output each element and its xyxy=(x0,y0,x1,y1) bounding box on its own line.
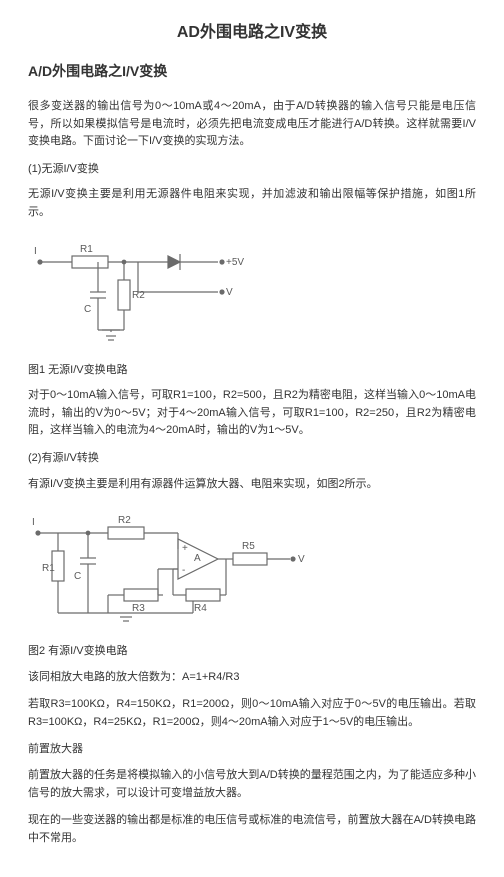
section-3-p1: 前置放大器的任务是将模拟输入的小信号放大到A/D转换的量程范围之内，为了能适应多… xyxy=(28,767,476,802)
page-title: AD外围电路之IV变换 xyxy=(28,20,476,46)
section-2-p1: 有源I/V变换主要是利用有源器件运算放大器、电阻来实现，如图2所示。 xyxy=(28,476,476,494)
section-2-head: (2)有源I/V转换 xyxy=(28,450,476,468)
fig2-label-R4: R4 xyxy=(194,603,207,614)
section-2-p2: 该同相放大电路的放大倍数为：A=1+R4/R3 xyxy=(28,669,476,687)
fig1-label-V: V xyxy=(226,287,233,298)
fig2-label-V: V xyxy=(298,554,305,565)
section-2-p3: 若取R3=100KΩ，R4=150KΩ，R1=200Ω，则0～10mA输入对应于… xyxy=(28,696,476,731)
svg-text:-: - xyxy=(182,565,185,576)
fig2-label-R5: R5 xyxy=(242,541,255,552)
page-subtitle: A/D外围电路之I/V变换 xyxy=(28,60,476,82)
intro-paragraph: 很多变送器的输出信号为0～10mA或4～20mA，由于A/D转换器的输入信号只能… xyxy=(28,98,476,151)
figure-1-caption: 图1 无源I/V变换电路 xyxy=(28,362,476,380)
section-1-head: (1)无源I/V变换 xyxy=(28,161,476,179)
figure-2: + - I R1 C R2 R3 R4 R5 A V xyxy=(28,503,476,633)
fig2-label-R1: R1 xyxy=(42,563,55,574)
fig2-label-R3: R3 xyxy=(132,603,145,614)
fig1-label-I: I xyxy=(34,246,37,257)
fig1-label-R1: R1 xyxy=(80,244,93,255)
svg-text:+: + xyxy=(182,543,188,554)
section-1-p2: 对于0～10mA输入信号，可取R1=100，R2=500，且R2为精密电阻，这样… xyxy=(28,387,476,440)
section-1-p1: 无源I/V变换主要是利用无源器件电阻来实现，并加滤波和输出限幅等保护措施，如图1… xyxy=(28,186,476,221)
fig2-label-R2: R2 xyxy=(118,515,131,526)
fig2-label-A: A xyxy=(194,553,201,564)
figure-2-caption: 图2 有源I/V变换电路 xyxy=(28,643,476,661)
figure-1: I R1 C R2 +5V V xyxy=(28,232,476,352)
fig1-label-C: C xyxy=(84,304,91,315)
section-3-head: 前置放大器 xyxy=(28,741,476,759)
fig2-label-I: I xyxy=(32,517,35,528)
fig1-label-R2: R2 xyxy=(132,290,145,301)
section-3-p2: 现在的一些变送器的输出都是标准的电压信号或标准的电流信号，前置放大器在A/D转换… xyxy=(28,812,476,847)
fig2-label-C: C xyxy=(74,571,81,582)
fig1-label-5v: +5V xyxy=(226,257,244,268)
